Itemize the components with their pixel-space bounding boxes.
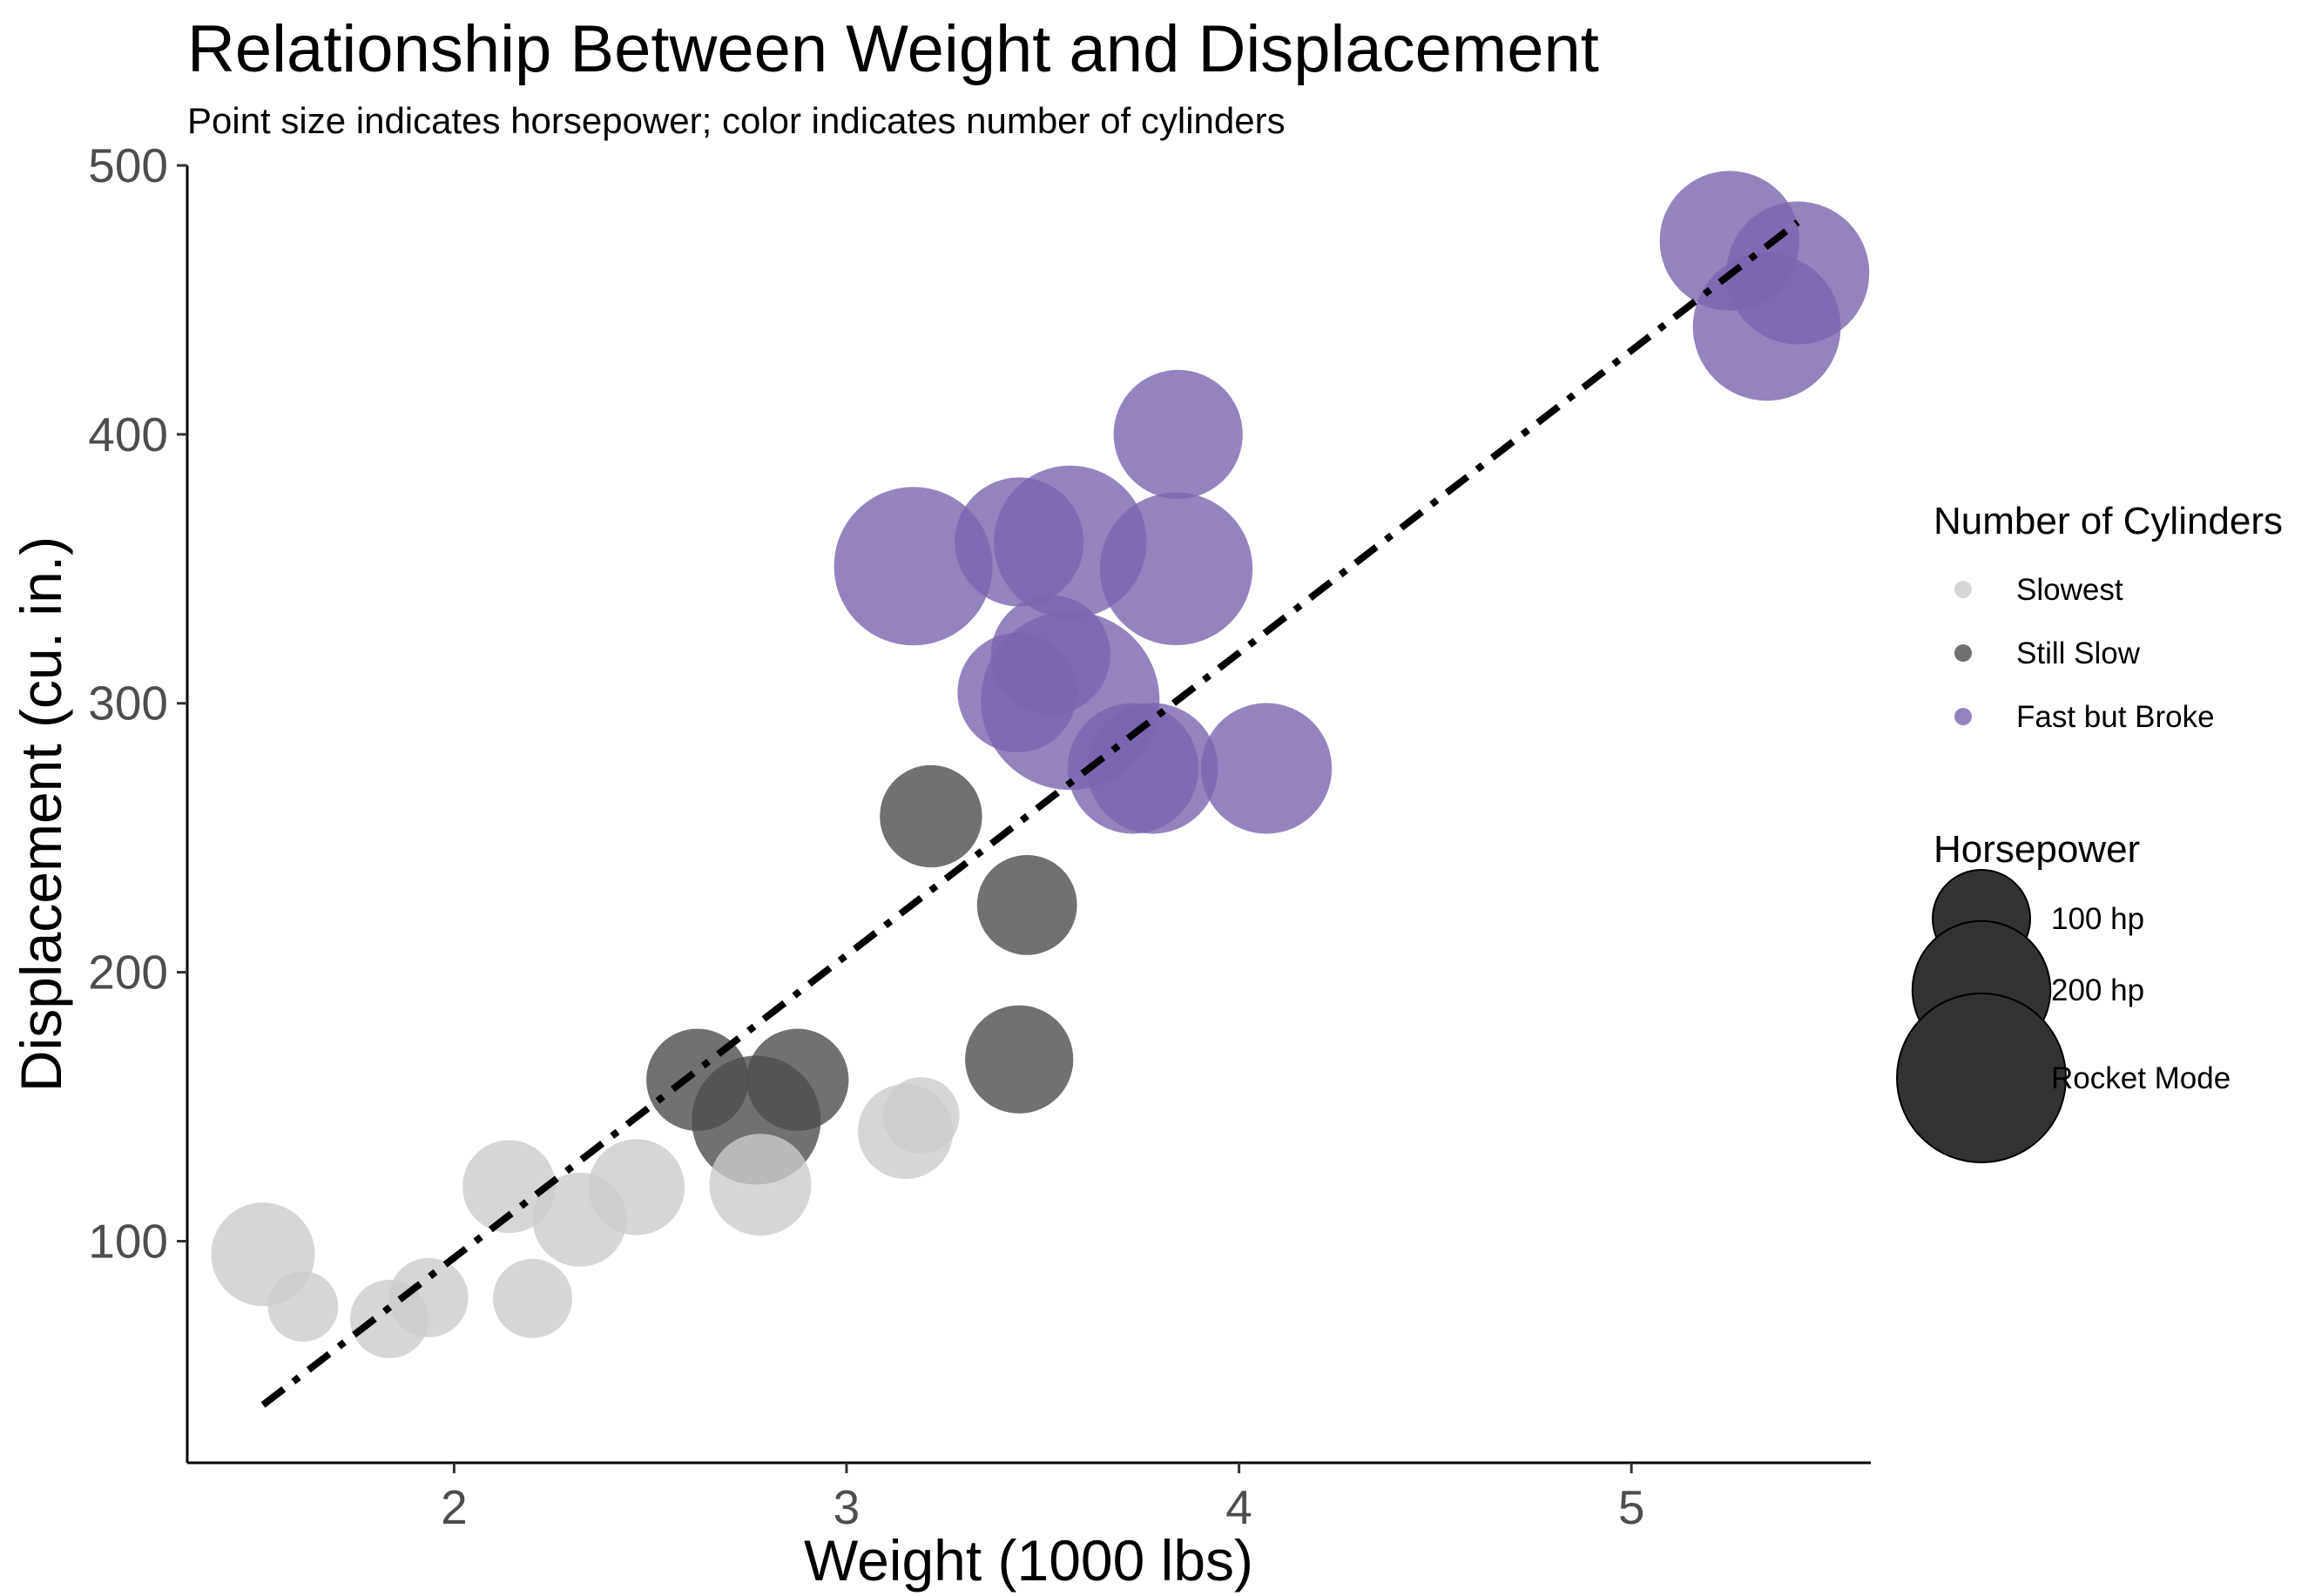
legend-label: Fast but Broke	[2016, 700, 2215, 734]
x-axis-title: Weight (1000 lbs)	[804, 1528, 1253, 1593]
data-point-slowest-2	[350, 1279, 429, 1358]
data-point-fast-but-broke-9	[1113, 369, 1243, 499]
data-point-fast-but-broke-3	[990, 595, 1110, 715]
data-point-slowest-6	[532, 1172, 627, 1267]
x-ticks: 2 3 4 5	[441, 1463, 1644, 1534]
trend-line	[260, 219, 1800, 1408]
data-point-fast-but-broke-8	[1099, 492, 1253, 645]
data-point-still-slow-3	[880, 764, 982, 868]
y-ticks: 100 200 300 400 500	[88, 138, 187, 1268]
legend-key-fast-but-broke	[1954, 708, 1972, 725]
y-tick-label: 400	[88, 407, 168, 461]
y-axis-title: Displacement (cu. in.)	[9, 536, 73, 1092]
legend-label: Still Slow	[2016, 636, 2141, 670]
legend-size-label: 100 hp	[2051, 902, 2144, 936]
x-tick-label: 5	[1618, 1480, 1645, 1534]
horsepower-legend-title: Horsepower	[1934, 828, 2140, 871]
trend-line-group	[260, 219, 1800, 1408]
legend-size-key	[1896, 993, 2067, 1163]
data-point-slowest-5	[462, 1140, 556, 1234]
legend-key-still-slow	[1954, 644, 1972, 662]
data-point-fast-but-broke-7	[1087, 703, 1218, 834]
data-point-slowest-8	[709, 1134, 812, 1236]
data-point-fast-but-broke-11	[1659, 171, 1799, 311]
y-tick-label: 500	[88, 138, 168, 192]
data-point-fast-but-broke-10	[1201, 703, 1333, 834]
data-point-still-slow-1	[746, 1028, 849, 1131]
data-point-slowest-10	[882, 1077, 960, 1155]
data-points	[211, 171, 1870, 1358]
legend-label: Slowest	[2016, 573, 2123, 607]
horsepower-legend: Horsepower 100 hp 200 hp Rocket Mode	[1896, 828, 2231, 1163]
y-tick-label: 100	[88, 1214, 168, 1268]
axes: 2 3 4 5 100 200 300 400 500	[88, 138, 1871, 1534]
x-tick-label: 4	[1225, 1480, 1252, 1534]
y-tick-label: 300	[88, 677, 168, 731]
data-point-fast-but-broke-0	[834, 487, 993, 646]
data-point-fast-but-broke-2	[955, 477, 1084, 607]
data-point-still-slow-4	[965, 1005, 1074, 1114]
data-point-still-slow-5	[976, 855, 1077, 955]
legend-key-slowest	[1954, 581, 1972, 598]
chart-subtitle: Point size indicates horsepower; color i…	[187, 100, 1286, 141]
plot-area	[211, 171, 1870, 1408]
x-tick-label: 3	[834, 1480, 861, 1534]
cylinder-legend: Number of Cylinders Slowest Still Slow Fas…	[1934, 500, 2283, 734]
chart-title: Relationship Between Weight and Displace…	[187, 12, 1599, 86]
cylinder-legend-title: Number of Cylinders	[1934, 500, 2283, 542]
legend-size-label: 200 hp	[2051, 973, 2144, 1007]
data-point-slowest-4	[493, 1258, 572, 1338]
x-tick-label: 2	[441, 1480, 468, 1534]
data-point-slowest-1	[267, 1271, 339, 1342]
legend-size-label: Rocket Mode	[2051, 1061, 2231, 1095]
y-tick-label: 200	[88, 946, 168, 1000]
